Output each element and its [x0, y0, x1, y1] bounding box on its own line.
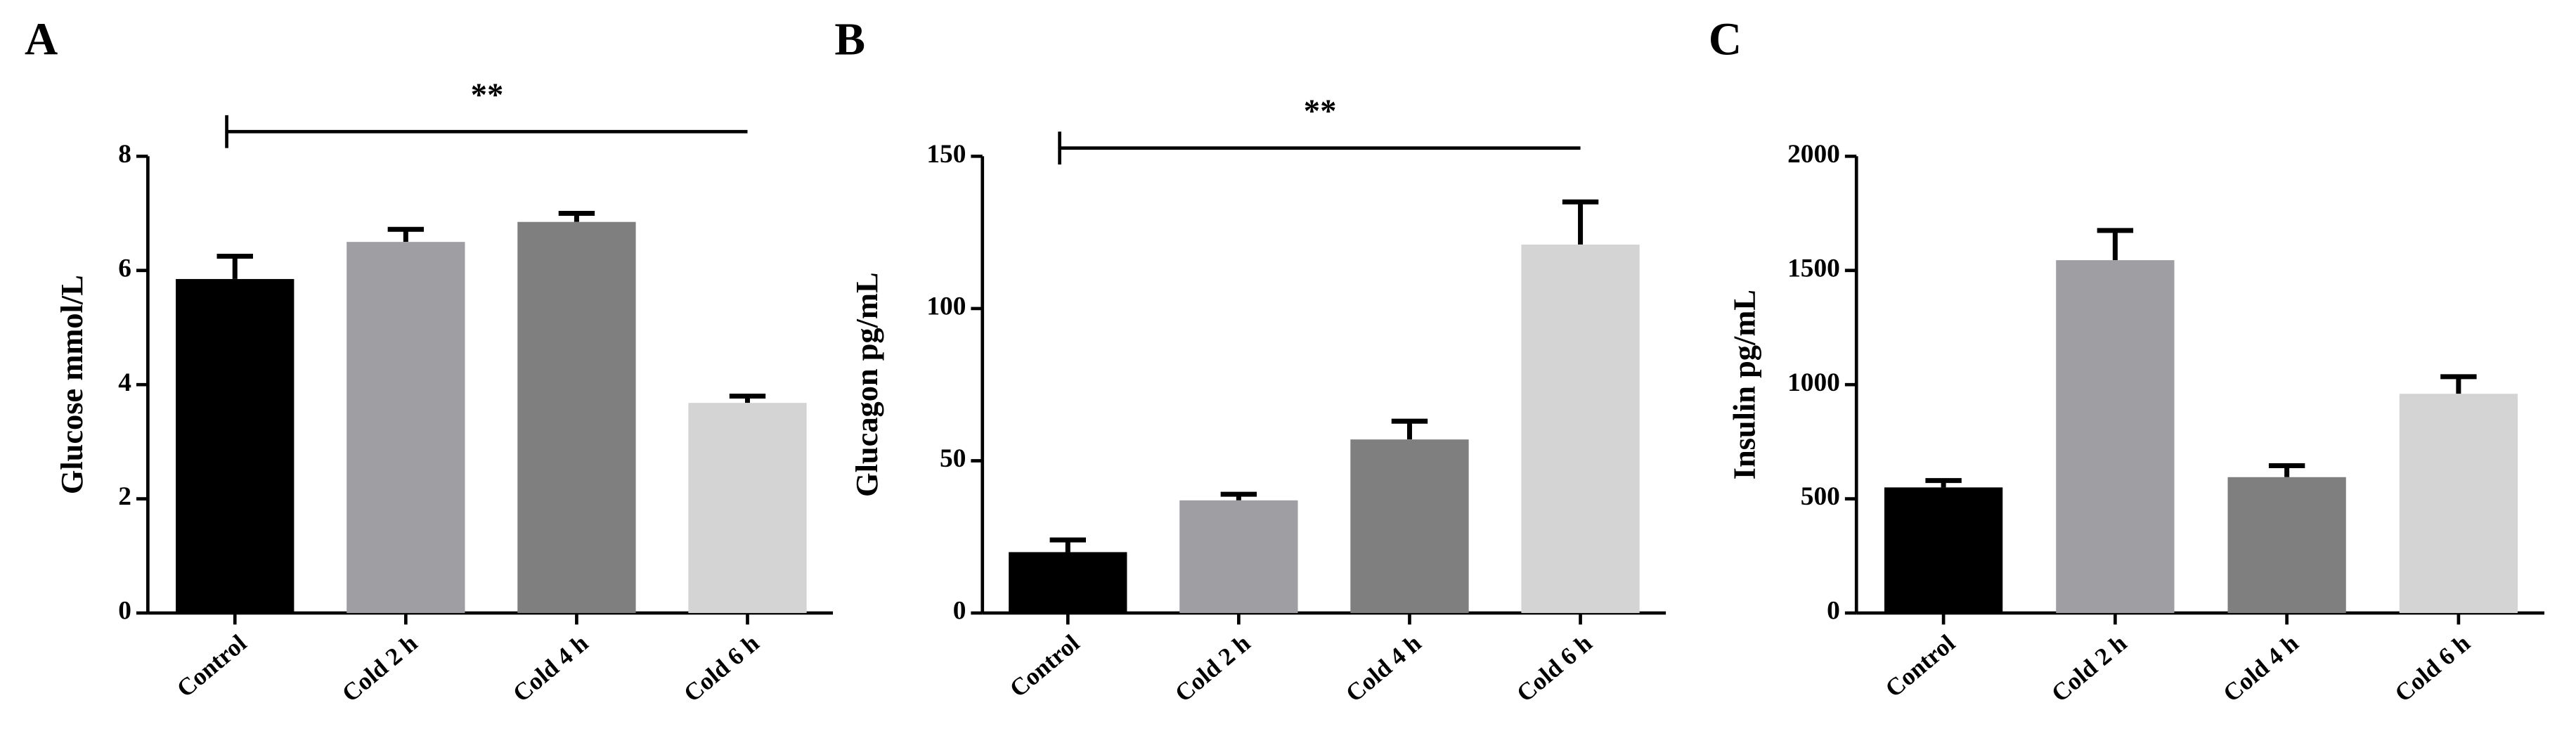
- x-tick-label: Cold 4 h: [2218, 629, 2303, 707]
- y-tick-label: 1000: [1787, 368, 1840, 397]
- bar: [347, 242, 465, 614]
- y-axis-label: Insulin pg/mL: [1726, 290, 1761, 479]
- bar: [1179, 500, 1298, 614]
- y-tick-label: 500: [1801, 482, 1840, 511]
- x-tick-label: Cold 2 h: [337, 629, 422, 707]
- x-tick-label: Cold 4 h: [507, 629, 593, 707]
- significance-label: **: [471, 77, 504, 113]
- panel-label: B: [834, 14, 865, 65]
- bar: [1884, 487, 2003, 614]
- x-tick-label: Cold 6 h: [1511, 629, 1597, 707]
- bar: [1009, 552, 1127, 614]
- bar: [176, 278, 295, 614]
- x-tick-label: Cold 6 h: [2390, 629, 2475, 707]
- y-tick-label: 50: [940, 444, 966, 473]
- x-tick-label: Cold 4 h: [1340, 629, 1426, 707]
- x-tick-label: Control: [171, 629, 252, 703]
- y-tick-label: 2: [118, 482, 131, 511]
- y-axis-label: Glucagon pg/mL: [849, 272, 884, 497]
- y-tick-label: 2000: [1787, 140, 1840, 169]
- y-tick-label: 4: [118, 368, 131, 397]
- panel-label: A: [25, 14, 58, 65]
- bar: [517, 221, 636, 614]
- y-tick-label: 0: [118, 597, 131, 626]
- significance-label: **: [1304, 93, 1337, 129]
- x-tick-label: Cold 6 h: [678, 629, 764, 707]
- y-tick-label: 150: [926, 140, 966, 169]
- x-tick-label: Control: [1880, 629, 1960, 703]
- bar: [2056, 260, 2175, 614]
- bar: [2227, 477, 2346, 614]
- y-tick-label: 8: [118, 140, 131, 169]
- y-tick-label: 0: [953, 597, 966, 626]
- y-tick-label: 100: [926, 292, 966, 321]
- bar: [2399, 394, 2518, 614]
- y-tick-label: 0: [1827, 597, 1840, 626]
- panel-label: C: [1709, 14, 1742, 65]
- x-tick-label: Control: [1004, 629, 1085, 703]
- y-tick-label: 1500: [1787, 254, 1840, 283]
- x-tick-label: Cold 2 h: [1170, 629, 1255, 707]
- bar: [1350, 439, 1469, 614]
- y-tick-label: 6: [118, 254, 131, 283]
- x-tick-label: Cold 2 h: [2046, 629, 2132, 707]
- bar: [1521, 244, 1640, 614]
- bar: [688, 403, 807, 614]
- y-axis-label: Glucose mmol/L: [54, 275, 89, 494]
